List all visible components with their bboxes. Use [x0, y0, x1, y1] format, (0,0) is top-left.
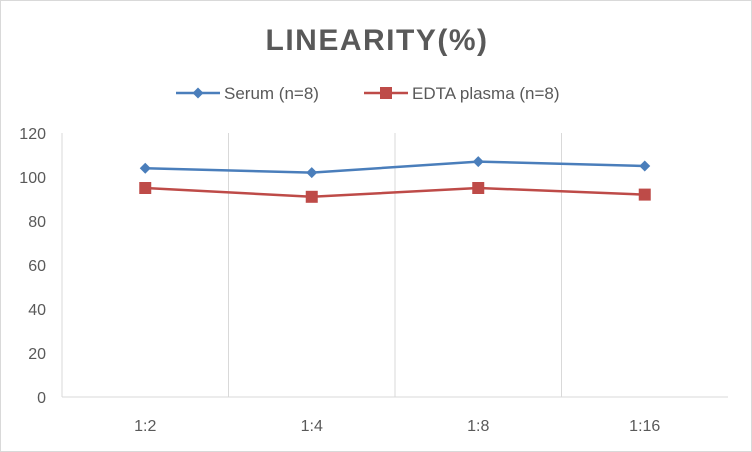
y-axis: 0 20 40 60 80 100 120 [19, 126, 63, 407]
legend: Serum (n=8) EDTA plasma (n=8) [176, 84, 560, 103]
data-point [472, 182, 485, 194]
data-point [139, 162, 151, 174]
y-tick-label: 100 [19, 170, 46, 187]
y-tick-label: 20 [28, 346, 46, 363]
legend-item-1: Serum (n=8) [176, 84, 319, 103]
y-tick-label: 0 [37, 390, 46, 407]
data-point [639, 160, 651, 172]
data-point [472, 156, 484, 168]
grid [228, 133, 562, 397]
x-tick-label: 1:8 [467, 418, 489, 435]
legend-marker [192, 87, 204, 99]
series-2 [139, 182, 651, 203]
x-axis: 1:2 1:4 1:8 1:16 [62, 396, 728, 435]
legend-label: EDTA plasma (n=8) [412, 84, 560, 103]
x-tick-label: 1:4 [301, 418, 323, 435]
legend-marker [380, 87, 392, 99]
data-point [305, 190, 318, 203]
series-1 [139, 156, 651, 179]
y-tick-label: 40 [28, 302, 46, 319]
y-tick-label: 60 [28, 258, 46, 275]
x-tick-label: 1:16 [629, 418, 660, 435]
series-line [145, 186, 645, 199]
x-tick-label: 1:2 [134, 418, 156, 435]
chart-title: LINEARITY(%) [266, 24, 489, 57]
data-point [306, 167, 318, 179]
legend-label: Serum (n=8) [224, 84, 319, 103]
legend-item-2: EDTA plasma (n=8) [364, 84, 560, 103]
data-point [139, 182, 152, 194]
y-tick-label: 120 [19, 126, 46, 143]
series-layer [139, 156, 651, 203]
series-line [145, 160, 645, 174]
y-tick-label: 80 [28, 214, 46, 231]
data-point [638, 188, 651, 201]
